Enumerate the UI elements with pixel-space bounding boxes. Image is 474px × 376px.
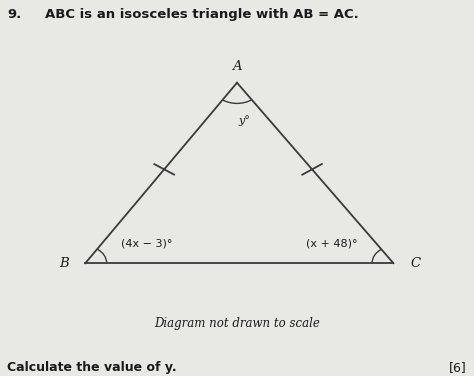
Text: [6]: [6]: [449, 361, 467, 374]
Text: y°: y°: [238, 115, 250, 126]
Text: (4x − 3)°: (4x − 3)°: [121, 238, 172, 248]
Text: Diagram not drawn to scale: Diagram not drawn to scale: [154, 317, 320, 330]
Text: A: A: [232, 60, 242, 73]
Text: (x + 48)°: (x + 48)°: [306, 238, 358, 248]
Text: 9.: 9.: [7, 8, 21, 21]
Text: ABC is an isosceles triangle with AB = AC.: ABC is an isosceles triangle with AB = A…: [45, 8, 359, 21]
Text: C: C: [410, 257, 420, 270]
Text: Calculate the value of y.: Calculate the value of y.: [7, 361, 177, 374]
Text: B: B: [59, 257, 69, 270]
